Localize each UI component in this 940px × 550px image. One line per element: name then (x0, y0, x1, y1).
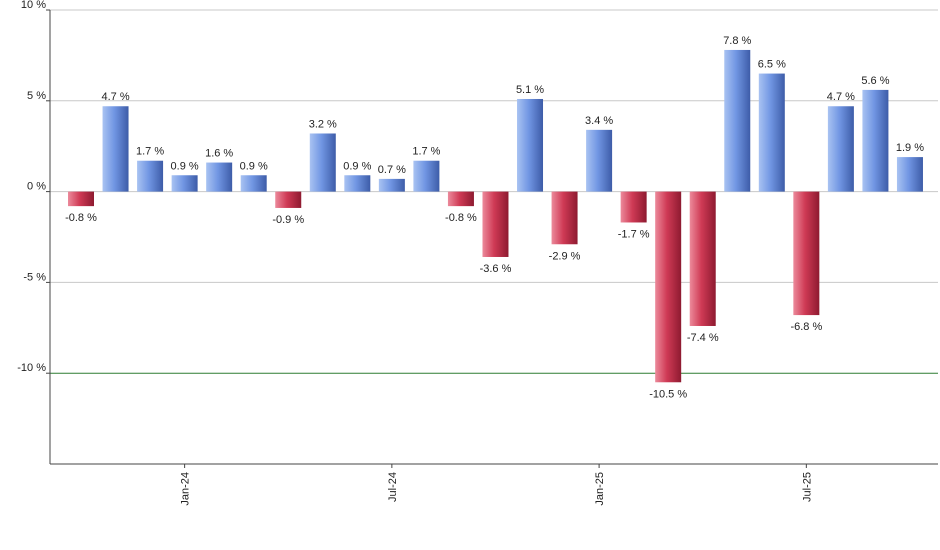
bar-Apr-24[interactable] (275, 191, 302, 208)
data-label: 1.6 % (205, 148, 233, 160)
x-tick-label: Jul-25 (801, 472, 813, 502)
bar-Apr-25[interactable] (689, 191, 716, 326)
data-label: -7.4 % (687, 332, 719, 344)
bar-Aug-24[interactable] (413, 160, 440, 192)
bars (68, 49, 923, 383)
bar-Dec-23[interactable] (137, 160, 164, 192)
bar-Nov-24[interactable] (517, 98, 544, 192)
bar-Nov-23[interactable] (102, 106, 129, 192)
bar-May-25[interactable] (724, 49, 751, 192)
bar-Jan-25[interactable] (586, 129, 613, 192)
data-label: -1.7 % (618, 228, 650, 240)
data-label: -2.9 % (549, 250, 581, 262)
data-label: 6.5 % (758, 59, 786, 71)
data-labels: -0.8 % 4.7 % 1.7 % 0.9 % 1.6 % 0.9 % -0.9 % 3.2… (65, 35, 924, 400)
data-label: 1.7 % (136, 146, 164, 158)
data-label: 5.1 % (516, 84, 544, 96)
y-tick-label: 5 % (27, 90, 46, 102)
bar-Mar-24[interactable] (240, 175, 267, 192)
data-label: 1.9 % (896, 142, 924, 154)
y-tick-label: -10 % (17, 362, 46, 374)
bar-Jun-25[interactable] (758, 73, 785, 192)
bar-May-24[interactable] (309, 133, 336, 192)
bar-Oct-25[interactable] (896, 157, 923, 192)
x-tick-label: Jan-24 (180, 472, 192, 506)
data-label: -0.8 % (65, 212, 97, 224)
bar-Oct-23[interactable] (68, 191, 94, 207)
bar-Feb-25[interactable] (620, 191, 647, 223)
axes: 10 % 5 % 0 % -5 % -10 % Jan-24 Jul-24 Jan-25 Jul… (17, 0, 938, 506)
data-label: 3.4 % (585, 115, 613, 127)
bar-Mar-25[interactable] (655, 191, 682, 383)
data-label: 3.2 % (309, 118, 337, 130)
bar-Jul-24[interactable] (378, 178, 405, 192)
bar-Jan-24[interactable] (171, 175, 198, 192)
bar-Oct-24[interactable] (482, 191, 509, 257)
x-tick-label: Jan-25 (594, 472, 606, 506)
data-label: 4.7 % (101, 91, 129, 103)
data-label: 5.6 % (861, 75, 889, 87)
y-tick-label: 10 % (21, 0, 46, 11)
y-tick-label: -5 % (23, 271, 46, 283)
data-label: 0.9 % (343, 160, 371, 172)
y-tick-label: 0 % (27, 181, 46, 193)
data-label: -10.5 % (649, 388, 687, 400)
bar-Aug-25[interactable] (827, 106, 854, 192)
data-label: -3.6 % (480, 263, 512, 275)
data-label: 0.7 % (378, 164, 406, 176)
data-label: -6.8 % (790, 321, 822, 333)
data-label: 1.7 % (412, 146, 440, 158)
bar-Sep-25[interactable] (862, 89, 889, 192)
data-label: 0.9 % (240, 160, 268, 172)
bar-Dec-24[interactable] (551, 191, 578, 245)
data-label: 7.8 % (723, 35, 751, 47)
data-label: 0.9 % (171, 160, 199, 172)
bar-Sep-24[interactable] (447, 191, 474, 207)
bar-Jul-25[interactable] (793, 191, 820, 316)
bar-Jun-24[interactable] (344, 175, 371, 192)
data-label: 4.7 % (827, 91, 855, 103)
data-label: -0.8 % (445, 212, 477, 224)
data-label: -0.9 % (272, 214, 304, 226)
x-tick-label: Jul-24 (387, 472, 399, 502)
bar-Feb-24[interactable] (206, 162, 233, 192)
